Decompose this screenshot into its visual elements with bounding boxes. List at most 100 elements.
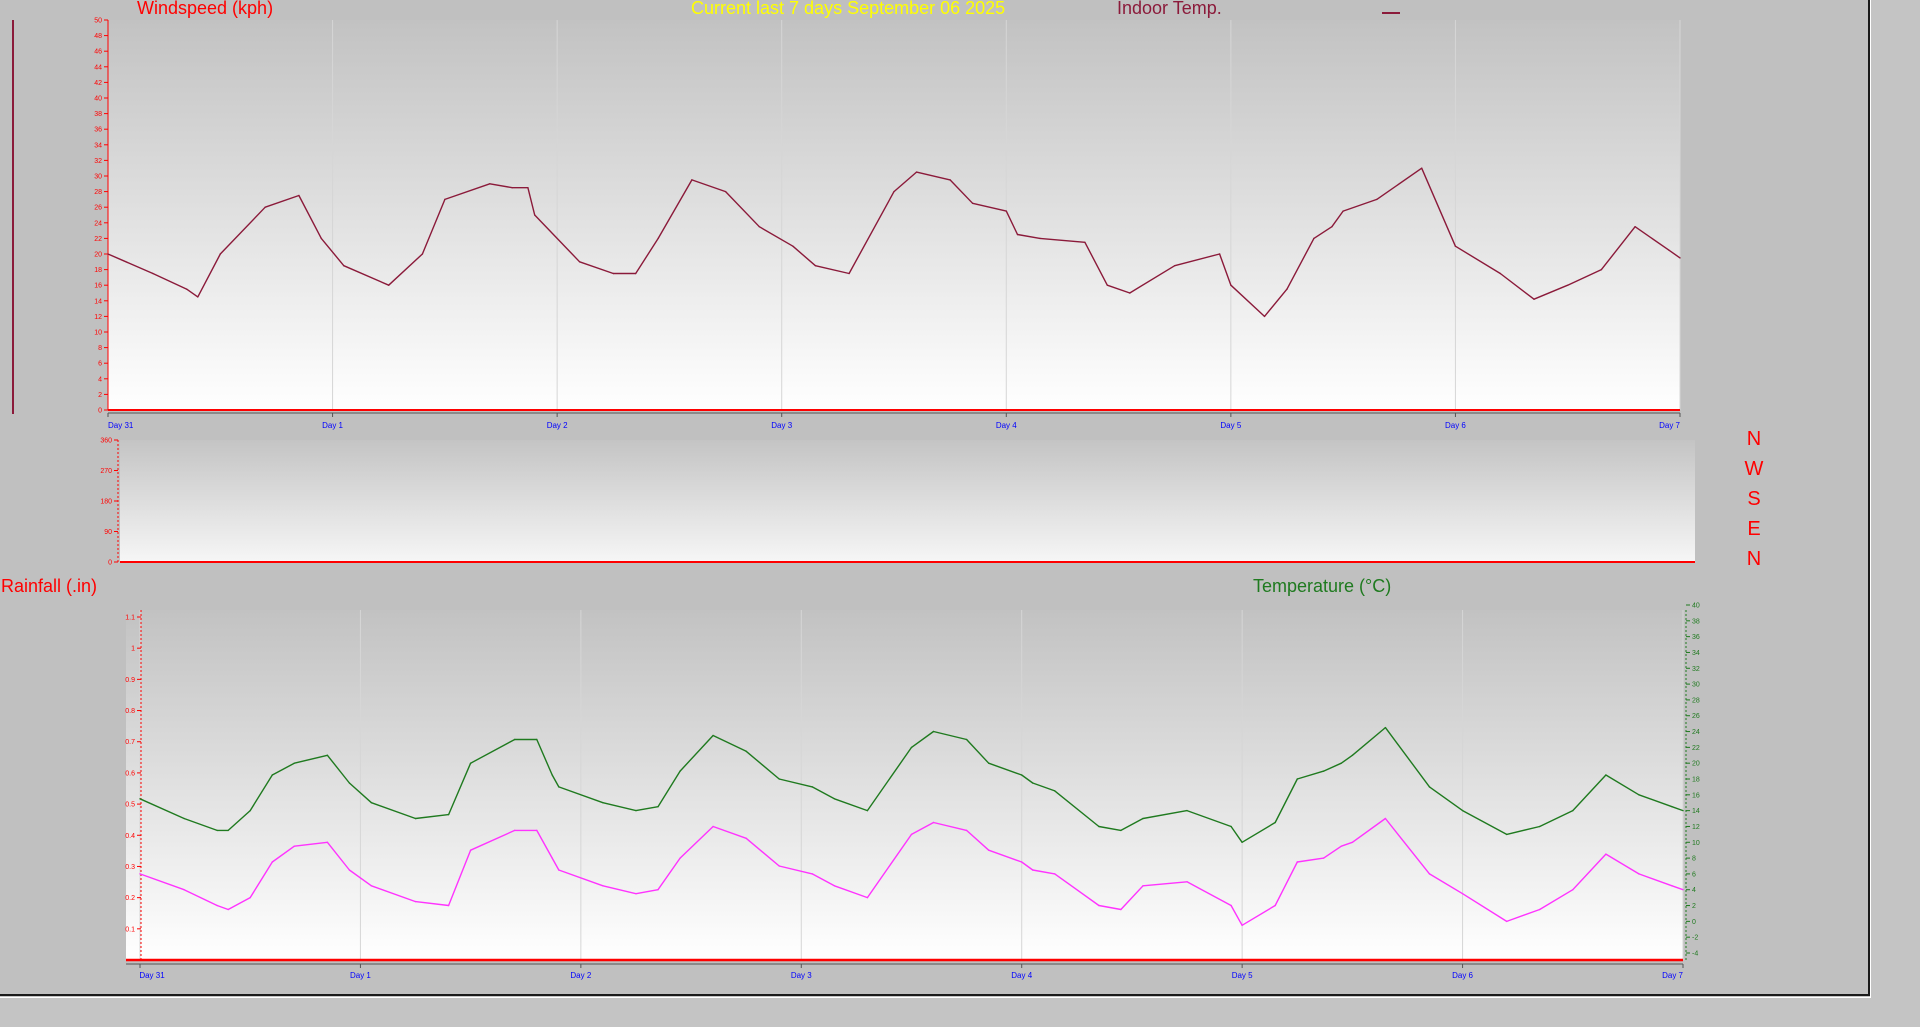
indoor-temp-line-segment-34 <box>1106 284 1131 294</box>
windspeed-y-tick-label: 18 <box>94 267 102 274</box>
windspeed-y-tick-label: 32 <box>94 158 102 165</box>
indoor-temp-line-segment-9 <box>388 253 424 286</box>
rainfall-y-tick-label: 0.3 <box>125 864 135 871</box>
indoor-temp-line-segment-48 <box>1533 284 1569 300</box>
temperature-line-segment-18 <box>635 806 659 812</box>
temperature-line-segment-48 <box>1505 825 1541 836</box>
temperature-line-segment-1 <box>183 817 218 832</box>
temperature-line-segment-10 <box>414 813 450 820</box>
second-temperature-line-segment-2 <box>216 904 229 911</box>
second-temperature-line-segment-52 <box>1638 873 1673 887</box>
indoor-temp-line-segment-33 <box>1084 241 1109 286</box>
indoor-temp-line-segment-3 <box>197 253 222 298</box>
second-temperature-line-segment-9 <box>370 885 417 903</box>
temperature-line-segment-39 <box>1241 821 1276 843</box>
wind-direction-plot-area <box>120 440 1695 562</box>
temperature-y-tick-label: 8 <box>1692 856 1696 863</box>
temperature-line-segment-38 <box>1230 825 1243 843</box>
second-temperature-line-segment-36 <box>1142 881 1188 887</box>
temperature-y-tick-label: 2 <box>1692 903 1696 910</box>
indoor-temp-line-segment-18 <box>635 237 659 275</box>
second-temperature-line-segment-33 <box>1054 873 1100 907</box>
indoor-temp-line-segment-37 <box>1218 253 1232 286</box>
rainfall-y-tick-label: 0.8 <box>125 708 135 715</box>
indoor-temp-line-segment-7 <box>320 237 345 267</box>
second-temperature-line-segment-30 <box>988 849 1023 863</box>
rain-temp-x-tick-label: Day 5 <box>1232 971 1253 980</box>
compass-n-top: N <box>1746 428 1762 450</box>
temperature-line-segment-21 <box>712 734 747 752</box>
indoor-temp-line-segment-50 <box>1600 225 1636 271</box>
indoor-temp-line-segment-8 <box>343 265 390 286</box>
temperature-line-segment-44 <box>1351 726 1387 756</box>
windspeed-y-tick-label: 46 <box>94 49 102 56</box>
second-temperature-line-segment-51 <box>1605 853 1640 875</box>
second-temperature-line-segment-45 <box>1384 817 1431 875</box>
rainfall-y-tick-label: 0.1 <box>125 926 135 933</box>
indoor-temp-line-segment-2 <box>185 288 199 298</box>
rainfall-y-tick-label: 0.5 <box>125 802 135 809</box>
indoor-temp-legend-swatch <box>1382 12 1400 14</box>
second-temperature-line-segment-41 <box>1296 857 1325 863</box>
rain-temp-x-tick-label: Day 3 <box>791 971 812 980</box>
temperature-y-tick-label: 22 <box>1692 745 1700 752</box>
windspeed-y-tick-label: 6 <box>98 361 102 368</box>
temperature-y-tick-label: -2 <box>1692 935 1698 942</box>
second-temperature-line-segment-1 <box>183 889 218 907</box>
temperature-y-tick-label: 10 <box>1692 840 1700 847</box>
temperature-line-segment-8 <box>348 782 373 804</box>
wind-direction-chart: 0 90 180 270 360 <box>100 438 1695 567</box>
windspeed-y-tick-label: 42 <box>94 80 102 87</box>
windspeed-x-tick-label: Day 3 <box>771 421 792 430</box>
second-temperature-line-segment-40 <box>1274 861 1299 907</box>
windspeed-y-tick-label: 28 <box>94 189 102 196</box>
indoor-temp-line-segment-12 <box>489 183 513 189</box>
second-temperature-line-segment-4 <box>249 861 273 899</box>
windspeed-y-tick-label: 22 <box>94 236 102 243</box>
temperature-y-tick-label: 0 <box>1692 919 1696 926</box>
windspeed-y-tick-label: 40 <box>94 96 102 103</box>
temperature-line-segment-46 <box>1428 786 1464 812</box>
temperature-line-segment-5 <box>271 762 295 776</box>
indoor-temp-line-segment-42 <box>1331 210 1344 228</box>
indoor-temp-line-segment-44 <box>1376 167 1423 201</box>
rain-temperature-chart: 0.10.20.30.40.50.60.70.80.911.1-4-202468… <box>125 603 1700 981</box>
windspeed-x-tick-label: Day 6 <box>1445 421 1466 430</box>
rainfall-y-tick-label: 0.9 <box>125 677 135 684</box>
second-temperature-line-segment-49 <box>1538 889 1574 911</box>
indoor-temp-line-segment-41 <box>1313 225 1333 240</box>
temperature-line-segment-7 <box>326 754 351 784</box>
second-temperature-line-segment-29 <box>965 829 990 851</box>
temperature-line-segment-23 <box>778 778 813 788</box>
temperature-line-segment-3 <box>227 809 251 832</box>
rainfall-y-tick-label: 0.4 <box>125 833 135 840</box>
windspeed-y-tick-label: 38 <box>94 111 102 118</box>
second-temperature-line-segment-32 <box>1031 869 1056 875</box>
temperature-line-segment-17 <box>602 802 637 812</box>
indoor-temp-line-segment-6 <box>298 194 322 240</box>
wind-direction-legend: N W S E N <box>1742 424 1766 574</box>
second-temperature-line-segment-19 <box>657 857 681 891</box>
second-temperature-line-segment-26 <box>866 833 913 899</box>
windspeed-chart: 0246810121416182022242628303234363840424… <box>12 18 1681 430</box>
temperature-y-tick-label: 4 <box>1692 887 1696 894</box>
rainfall-y-tick-label: 1.1 <box>125 615 135 622</box>
windspeed-x-tick-label: Day 4 <box>996 421 1017 430</box>
temperature-y-tick-label: 38 <box>1692 618 1700 625</box>
indoor-temp-line-segment-24 <box>814 265 850 275</box>
second-temperature-line-segment-43 <box>1340 841 1354 847</box>
indoor-temp-line-segment-21 <box>724 190 760 228</box>
second-temperature-line-segment-7 <box>326 841 351 871</box>
second-temperature-line-segment-22 <box>745 837 780 867</box>
wind-direction-y-tick-label: 90 <box>104 529 112 536</box>
indoor-temp-line-segment-19 <box>657 179 693 240</box>
windspeed-y-tick-label: 0 <box>98 408 102 415</box>
temperature-y-tick-label: 34 <box>1692 650 1700 657</box>
temperature-line-segment-29 <box>965 738 990 764</box>
rainfall-axis-title: Rainfall (.in) <box>1 576 98 596</box>
temperature-y-tick-label: 40 <box>1692 603 1700 610</box>
second-temperature-line-segment-34 <box>1098 904 1122 911</box>
windspeed-x-tick-label: Day 5 <box>1220 421 1241 430</box>
compass-w: W <box>1744 458 1764 480</box>
second-temperature-line-segment-31 <box>1021 861 1034 871</box>
